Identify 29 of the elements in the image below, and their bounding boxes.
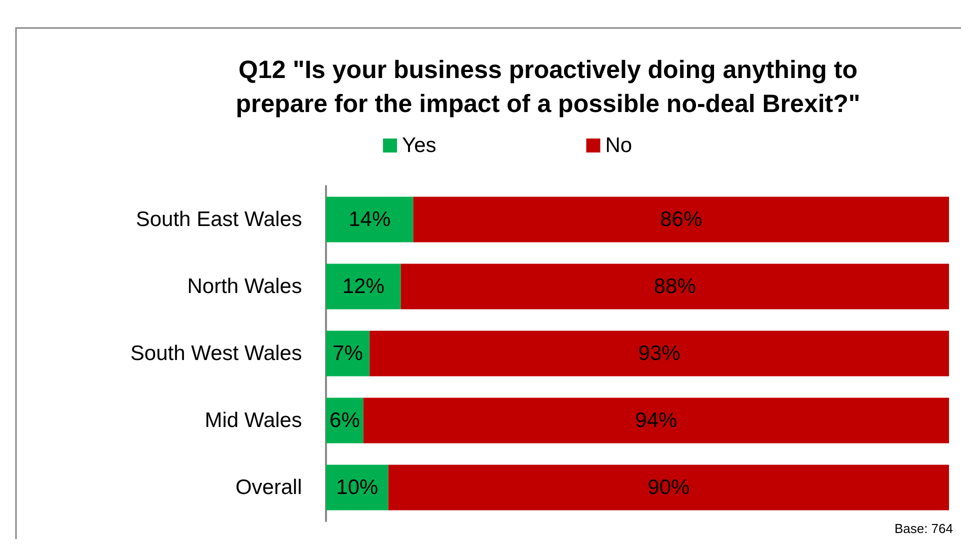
bar [326, 464, 388, 510]
bar [413, 196, 949, 242]
y-tick-label: North Wales [187, 275, 302, 298]
annotation: Base: 764 [894, 521, 954, 536]
legend-label: No [605, 134, 632, 157]
data-label: 7% [332, 342, 363, 365]
y-tick-label: South East Wales [136, 208, 302, 231]
bar [326, 196, 414, 242]
data-label: 90% [648, 476, 690, 499]
data-label: 88% [654, 275, 696, 298]
y-tick-label: South West Wales [130, 342, 302, 365]
data-label: 12% [342, 275, 384, 298]
data-label: 93% [638, 342, 680, 365]
data-label: 6% [330, 409, 360, 432]
y-tick-label: Overall [235, 476, 302, 499]
chart-title: Q12 "Is your business proactively doing anything to prepare for the impact of a possible no-deal Brexit?" [236, 56, 860, 118]
bar [400, 264, 949, 310]
y-tick-label: Mid Wales [204, 409, 302, 432]
data-label: 94% [635, 409, 678, 432]
bar [326, 264, 401, 310]
bar [326, 398, 364, 444]
legend-label: Yes [402, 134, 436, 157]
bar [388, 464, 949, 510]
bar [326, 330, 370, 376]
data-label: 86% [660, 208, 702, 231]
data-label: 14% [348, 208, 391, 231]
data-label: 10% [336, 476, 378, 499]
bar [370, 330, 949, 376]
bar [363, 398, 949, 444]
